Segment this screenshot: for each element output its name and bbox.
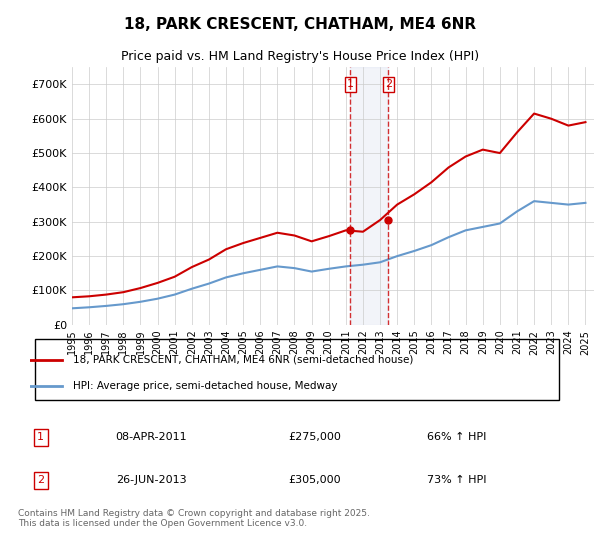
Text: 73% ↑ HPI: 73% ↑ HPI bbox=[427, 475, 486, 485]
Text: 2: 2 bbox=[385, 80, 392, 90]
Text: Contains HM Land Registry data © Crown copyright and database right 2025.
This d: Contains HM Land Registry data © Crown c… bbox=[18, 509, 370, 529]
Text: 18, PARK CRESCENT, CHATHAM, ME4 6NR: 18, PARK CRESCENT, CHATHAM, ME4 6NR bbox=[124, 17, 476, 32]
Text: 1: 1 bbox=[347, 80, 354, 90]
Text: 2: 2 bbox=[37, 475, 44, 485]
Text: HPI: Average price, semi-detached house, Medway: HPI: Average price, semi-detached house,… bbox=[73, 381, 338, 391]
Text: 26-JUN-2013: 26-JUN-2013 bbox=[116, 475, 187, 485]
Text: £275,000: £275,000 bbox=[289, 432, 341, 442]
Bar bbox=[350, 67, 388, 325]
Text: 66% ↑ HPI: 66% ↑ HPI bbox=[427, 432, 486, 442]
Text: 08-APR-2011: 08-APR-2011 bbox=[116, 432, 187, 442]
Text: Price paid vs. HM Land Registry's House Price Index (HPI): Price paid vs. HM Land Registry's House … bbox=[121, 50, 479, 63]
Text: 18, PARK CRESCENT, CHATHAM, ME4 6NR (semi-detached house): 18, PARK CRESCENT, CHATHAM, ME4 6NR (sem… bbox=[73, 354, 413, 365]
Text: £305,000: £305,000 bbox=[289, 475, 341, 485]
Text: 1: 1 bbox=[37, 432, 44, 442]
